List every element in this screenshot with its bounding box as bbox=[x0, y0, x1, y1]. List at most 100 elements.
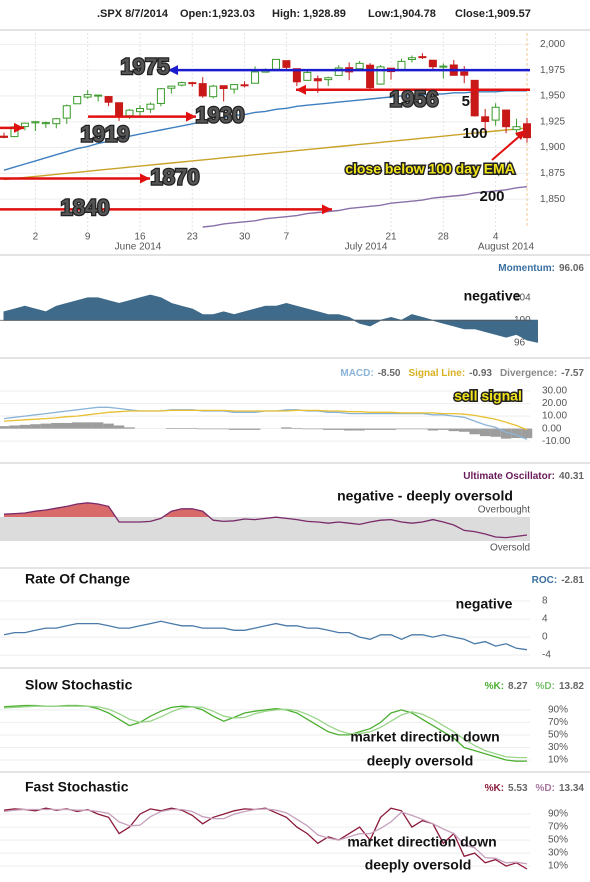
candle-body bbox=[251, 71, 260, 84]
divergence-bar bbox=[113, 425, 125, 429]
panel-title: Rate Of Change bbox=[25, 571, 130, 587]
readout-name: Ultimate Oscillator: bbox=[463, 471, 555, 482]
divergence-bar bbox=[490, 428, 501, 437]
readout-value: -0.93 bbox=[469, 368, 492, 379]
divergence-bar bbox=[51, 422, 62, 429]
divergence-bar bbox=[323, 428, 334, 430]
candle-body bbox=[230, 84, 239, 90]
chart-title: .SPX 8/7/2014 bbox=[97, 8, 169, 20]
divergence-bar bbox=[249, 428, 261, 430]
y-tick-label: 96 bbox=[514, 337, 526, 348]
ema-line bbox=[202, 186, 528, 228]
annotation: close below 100 day EMA bbox=[345, 161, 515, 177]
divergence-bar bbox=[291, 427, 303, 429]
candle-body bbox=[313, 78, 322, 82]
divergence-bar bbox=[40, 423, 52, 429]
readout: %K: 5.53 %D: 13.34 bbox=[485, 783, 585, 794]
band-label: Oversold bbox=[490, 543, 530, 554]
candle-body bbox=[282, 60, 291, 68]
divergence-bar bbox=[61, 422, 72, 429]
level-label: 1930 bbox=[196, 102, 245, 127]
level-label: 1919 bbox=[81, 122, 130, 147]
candle-body bbox=[324, 77, 333, 81]
level-label: 1840 bbox=[61, 195, 110, 220]
arrow-head bbox=[14, 122, 24, 133]
divergence-bar bbox=[427, 428, 439, 431]
arrow-head bbox=[168, 65, 178, 76]
y-tick-label: 1,900 bbox=[540, 142, 565, 153]
divergence-bar bbox=[228, 428, 240, 430]
candle-body bbox=[41, 122, 50, 125]
y-tick-label: 30.00 bbox=[542, 386, 567, 397]
stat-name: High: bbox=[272, 8, 300, 20]
arrow-head bbox=[140, 173, 150, 184]
candle-body bbox=[198, 83, 207, 97]
y-tick-label: 1,975 bbox=[540, 65, 565, 76]
readout-value: 5.53 bbox=[508, 783, 528, 794]
divergence-bar bbox=[417, 428, 428, 430]
x-tick-label: 21 bbox=[385, 232, 397, 243]
candle-body bbox=[366, 64, 375, 89]
x-tick-label: 2 bbox=[33, 232, 39, 243]
level-label: 1956 bbox=[390, 87, 439, 112]
note-arrow bbox=[491, 133, 523, 161]
y-tick-label: 8 bbox=[542, 596, 548, 607]
y-tick-label: 0 bbox=[542, 632, 548, 643]
candle-body bbox=[460, 71, 469, 76]
y-tick-label: 90% bbox=[548, 809, 568, 820]
candle-body bbox=[491, 106, 500, 121]
y-tick-label: 1,925 bbox=[540, 116, 565, 127]
y-tick-label: 10% bbox=[548, 861, 568, 872]
readout: ROC: -2.81 bbox=[532, 575, 585, 586]
readout: MACD: -8.50 Signal Line: -0.93 Divergence: -7… bbox=[340, 368, 584, 379]
y-tick-label: 0.00 bbox=[542, 423, 562, 434]
overbought-fill bbox=[4, 502, 527, 517]
readout: Momentum: 96.06 bbox=[498, 263, 584, 274]
divergence-bar bbox=[82, 422, 93, 429]
annotation: negative - deeply oversold bbox=[337, 488, 513, 504]
divergence-bar bbox=[333, 428, 344, 430]
divergence-bar bbox=[521, 428, 533, 439]
divergence-bar bbox=[207, 428, 219, 430]
indicator-line bbox=[3, 502, 528, 539]
stat-name: Close: bbox=[455, 8, 489, 20]
candle-body bbox=[240, 84, 249, 87]
readout-value: 8.27 bbox=[508, 681, 528, 692]
indicator-line bbox=[3, 409, 528, 431]
candle-body bbox=[31, 121, 40, 124]
annotation: negative bbox=[464, 288, 521, 304]
candle-body bbox=[20, 122, 29, 128]
candle-body bbox=[156, 88, 165, 104]
y-tick-label: 70% bbox=[548, 717, 568, 728]
readout-value: 96.06 bbox=[559, 263, 584, 274]
divergence-bar bbox=[385, 428, 397, 430]
candle-body bbox=[62, 105, 71, 119]
candle-body bbox=[376, 66, 385, 85]
divergence-bar bbox=[239, 428, 250, 430]
candle-body bbox=[502, 109, 511, 128]
divergence-bar bbox=[469, 428, 480, 435]
divergence-bar bbox=[302, 428, 313, 430]
stat-name: Open: bbox=[180, 8, 212, 20]
x-tick-label: 30 bbox=[239, 232, 251, 243]
divergence-bar bbox=[396, 428, 407, 430]
stat-value: 1,928.89 bbox=[303, 8, 346, 20]
arrow-head bbox=[296, 84, 306, 95]
y-tick-label: -4 bbox=[542, 650, 551, 661]
indicator-line bbox=[3, 808, 528, 865]
y-tick-label: 10.00 bbox=[542, 411, 567, 422]
readout-name: %D: bbox=[536, 681, 555, 692]
band-label: Overbought bbox=[478, 505, 530, 516]
annotation: market direction down bbox=[347, 834, 496, 850]
candle-body bbox=[470, 79, 479, 117]
x-tick-label: 7 bbox=[284, 232, 290, 243]
annotation: sell signal bbox=[454, 388, 522, 404]
ema-label: 200 bbox=[479, 188, 504, 205]
candle-body bbox=[481, 116, 490, 123]
candle-body bbox=[512, 126, 521, 131]
divergence-bar bbox=[500, 428, 512, 439]
y-tick-label: 104 bbox=[514, 292, 531, 303]
y-tick-label: 50% bbox=[548, 730, 568, 741]
candle-body bbox=[397, 60, 406, 70]
y-tick-label: 90% bbox=[548, 705, 568, 716]
